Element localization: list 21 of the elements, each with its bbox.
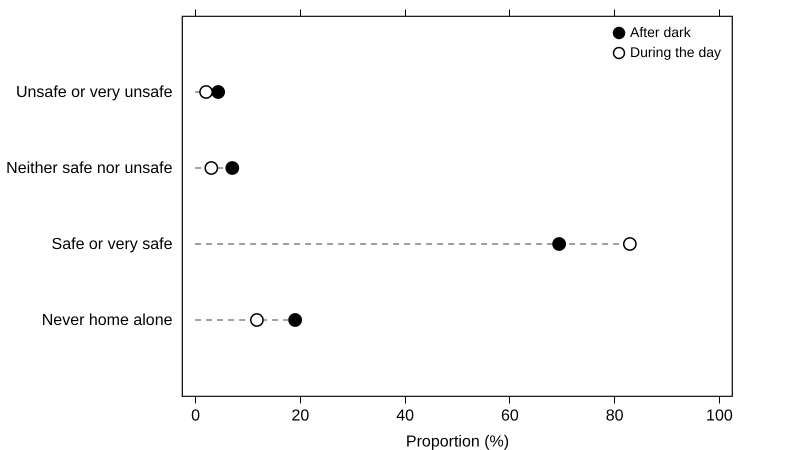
point — [622, 237, 637, 251]
x-tick-label: 80 — [606, 408, 624, 424]
y-tick-label: Safe or very safe — [52, 236, 173, 253]
x-tick-label: 0 — [191, 408, 200, 424]
legend-label: After dark — [630, 24, 692, 40]
point — [250, 313, 264, 327]
legend-label: During the day — [630, 44, 722, 60]
point — [225, 161, 240, 175]
point — [199, 85, 213, 99]
point — [211, 85, 226, 99]
point — [288, 313, 302, 327]
y-tick-label: Neither safe nor unsafe — [6, 160, 173, 177]
x-tick-label: 40 — [396, 408, 414, 424]
y-tick-label: Unsafe or very unsafe — [16, 84, 173, 101]
x-axis-title: Proportion (%) — [406, 434, 510, 450]
x-tick-label: 60 — [500, 408, 519, 424]
y-tick-label: Never home alone — [42, 312, 173, 329]
x-tick-label: 100 — [706, 408, 733, 424]
x-tick-label: 20 — [291, 408, 310, 424]
point — [204, 161, 218, 175]
point — [552, 237, 566, 251]
